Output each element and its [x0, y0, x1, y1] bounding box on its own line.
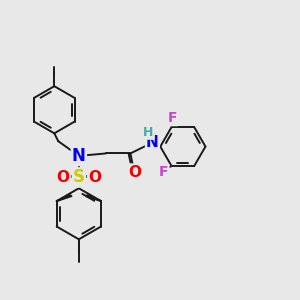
Text: N: N — [72, 147, 86, 165]
Text: O: O — [57, 170, 70, 185]
Text: S: S — [73, 169, 85, 187]
Text: O: O — [88, 170, 101, 185]
Text: F: F — [168, 111, 177, 125]
Text: O: O — [128, 165, 141, 180]
Text: H: H — [143, 126, 154, 139]
Text: F: F — [159, 165, 169, 179]
Text: N: N — [146, 135, 159, 150]
